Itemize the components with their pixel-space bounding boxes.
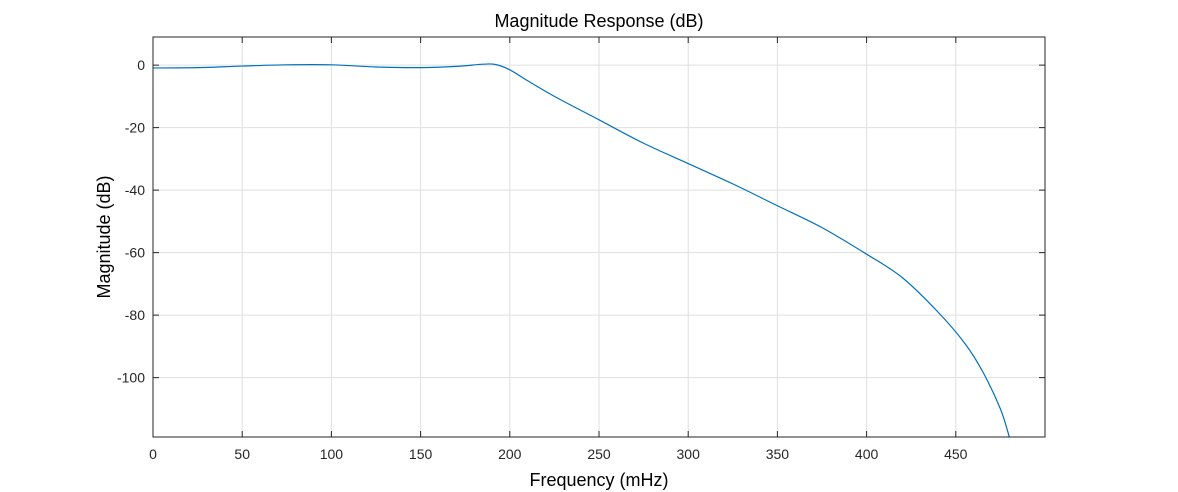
x-tick-label: 250 [587,446,611,462]
x-tick-label: 50 [234,446,250,462]
series-layer [152,63,1010,438]
chart-title: Magnitude Response (dB) [494,11,703,31]
y-tick-label: -20 [125,120,145,136]
x-axis-title: Frequency (mHz) [529,470,668,490]
x-tick-label: 200 [498,446,522,462]
y-tick-label: -80 [125,307,145,323]
x-tick-label: 400 [855,446,879,462]
y-tick-label: -60 [125,245,145,261]
x-tick-label: 150 [409,446,433,462]
grid-layer [153,37,1045,437]
series-line-0 [152,63,1010,438]
y-axis-title: Magnitude (dB) [94,175,114,298]
y-tick-label: -100 [117,370,145,386]
x-tick-label: 300 [677,446,701,462]
x-tick-label: 100 [320,446,344,462]
y-tick-label: -40 [125,182,145,198]
x-tick-label: 350 [766,446,790,462]
ticks-layer: 0 50 100 150 200 250 300 350 400 450 0 -20 -40 -60 -80… [117,37,1045,462]
x-tick-label: 450 [944,446,968,462]
y-tick-label: 0 [137,57,145,73]
x-tick-label: 0 [149,446,157,462]
